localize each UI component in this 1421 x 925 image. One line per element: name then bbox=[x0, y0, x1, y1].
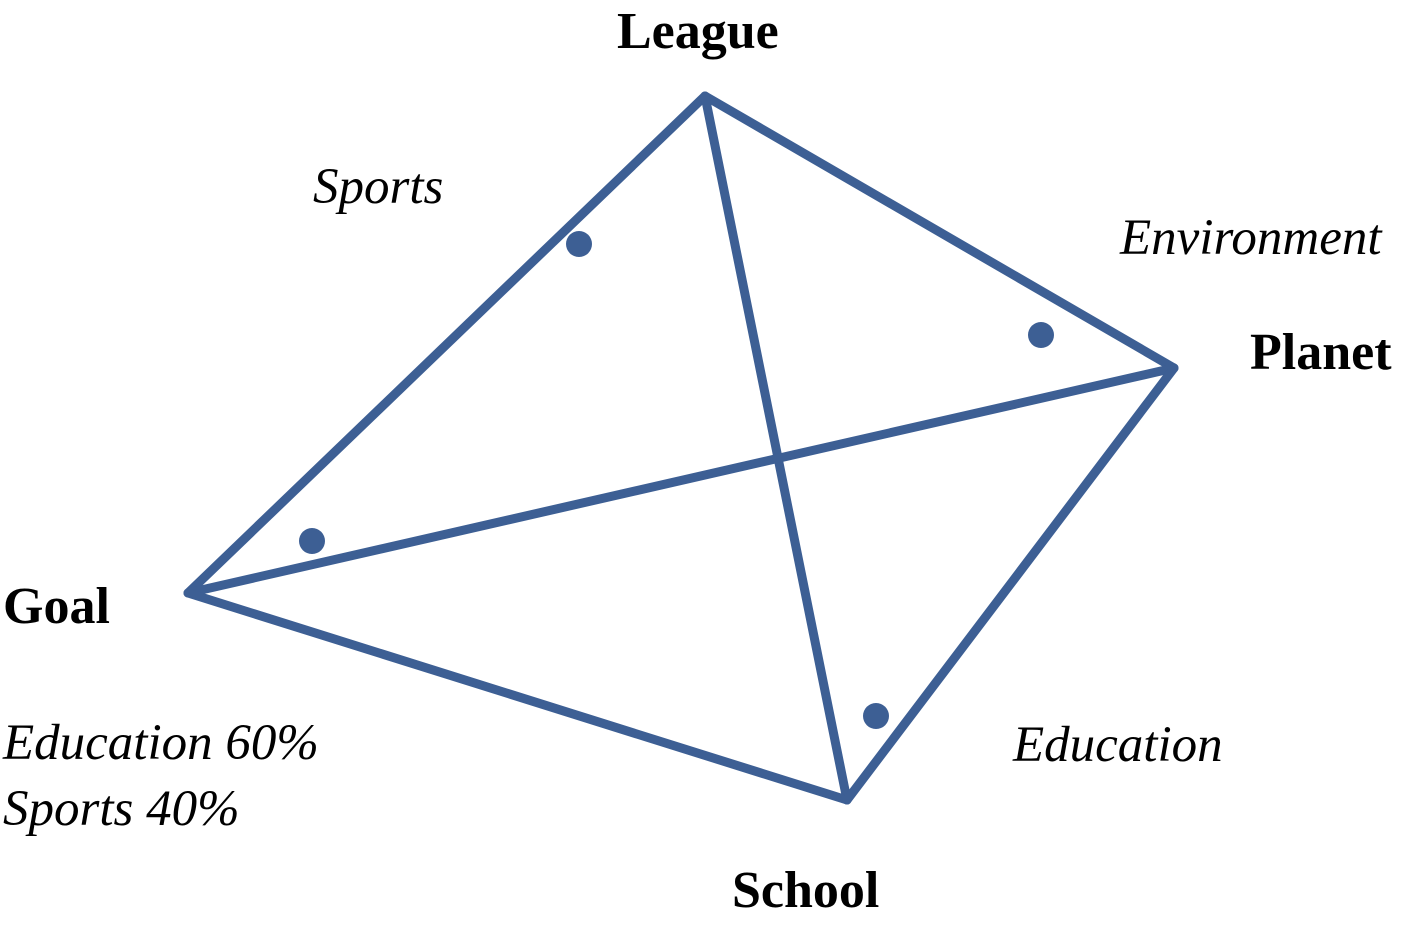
vertex-label-school: School bbox=[732, 862, 879, 919]
goal-note-sports: Sports 40% bbox=[3, 781, 240, 837]
vertex-label-goal: Goal bbox=[3, 578, 110, 635]
edge-planet-school bbox=[842, 363, 1179, 805]
edge-goal-planet bbox=[183, 363, 1179, 598]
vertex-label-league: League bbox=[617, 3, 779, 60]
point-planet-school bbox=[863, 703, 889, 729]
point-league-planet bbox=[1028, 322, 1054, 348]
edge-league-school bbox=[700, 91, 852, 805]
point-goal-planet bbox=[299, 528, 325, 554]
goal-note-education: Education 60% bbox=[2, 715, 319, 771]
edge-label-sports: Sports bbox=[313, 159, 443, 215]
point-league-goal bbox=[566, 231, 592, 257]
edge-label-environment: Environment bbox=[1119, 210, 1383, 266]
edge-goal-school bbox=[183, 588, 852, 805]
edge-league-planet bbox=[700, 91, 1179, 373]
vertex-label-planet: Planet bbox=[1250, 324, 1392, 381]
edge-label-education: Education bbox=[1012, 717, 1223, 773]
edge-league-goal bbox=[183, 91, 710, 598]
